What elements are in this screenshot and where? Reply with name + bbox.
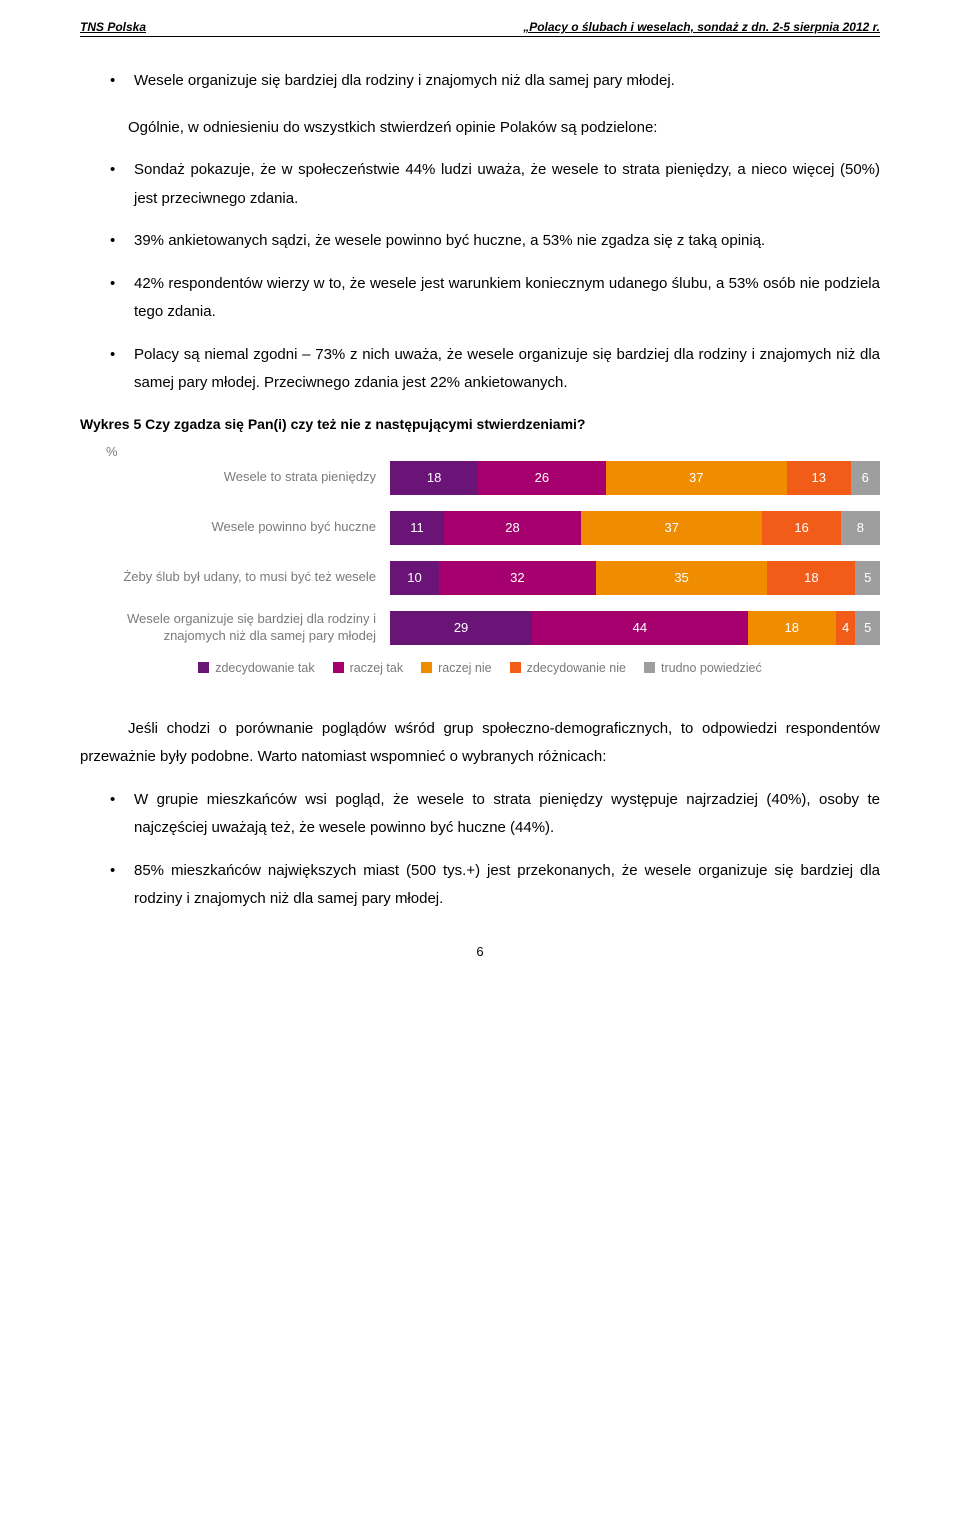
chart-segment: 37 [606,461,787,495]
legend-label: zdecydowanie tak [215,661,314,675]
chart-row: Żeby ślub był udany, to musi być też wes… [80,561,880,595]
chart-segment: 44 [532,611,748,645]
header-left: TNS Polska [80,20,146,34]
bullet-item: Polacy są niemal zgodni – 73% z nich uwa… [110,341,880,398]
chart-bar: 103235185 [390,561,880,595]
intro-paragraph: Ogólnie, w odniesieniu do wszystkich stw… [80,114,880,143]
main-bullet-list: Sondaż pokazuje, że w społeczeństwie 44%… [80,156,880,398]
chart-row: Wesele powinno być huczne112837168 [80,511,880,545]
legend-label: raczej nie [438,661,492,675]
chart-row: Wesele to strata pieniędzy182637136 [80,461,880,495]
chart-legend: zdecydowanie tak raczej tak raczej nie zdec… [80,661,880,675]
legend-swatch [510,662,521,673]
stacked-bar-chart: % Wesele to strata pieniędzy182637136Wes… [80,444,880,645]
bullet-item: 85% mieszkańców największych miast (500 … [110,857,880,914]
bullet-item: 42% respondentów wierzy w to, że wesele … [110,270,880,327]
chart-bar: 29441845 [390,611,880,645]
closing-paragraph: Jeśli chodzi o porównanie poglądów wśród… [80,715,880,772]
top-bullet-list: Wesele organizuje się bardziej dla rodzi… [80,67,880,96]
chart-segment: 29 [390,611,532,645]
chart-segment: 6 [851,461,880,495]
chart-bar: 182637136 [390,461,880,495]
header-right: „Polacy o ślubach i weselach, sondaż z d… [523,20,880,34]
legend-swatch [333,662,344,673]
legend-item: raczej nie [421,661,492,675]
bullet-item: Wesele organizuje się bardziej dla rodzi… [110,67,880,96]
chart-segment: 8 [841,511,880,545]
closing-bullet-list: W grupie mieszkańców wsi pogląd, że wese… [80,786,880,914]
chart-segment: 18 [748,611,836,645]
chart-segment: 13 [787,461,851,495]
legend-label: raczej tak [350,661,404,675]
legend-swatch [198,662,209,673]
legend-item: zdecydowanie nie [510,661,626,675]
chart-segment: 5 [855,611,880,645]
legend-item: trudno powiedzieć [644,661,762,675]
chart-segment: 10 [390,561,439,595]
legend-swatch [644,662,655,673]
legend-item: raczej tak [333,661,404,675]
chart-row-label: Wesele powinno być huczne [80,519,390,536]
chart-bar: 112837168 [390,511,880,545]
legend-label: zdecydowanie nie [527,661,626,675]
chart-segment: 35 [596,561,768,595]
legend-label: trudno powiedzieć [661,661,762,675]
page-header: TNS Polska „Polacy o ślubach i weselach,… [80,20,880,37]
legend-swatch [421,662,432,673]
chart-segment: 18 [390,461,478,495]
chart-row-label: Wesele organizuje się bardziej dla rodzi… [80,611,390,645]
percent-symbol: % [98,444,880,461]
page-number: 6 [80,944,880,959]
legend-item: zdecydowanie tak [198,661,314,675]
bullet-item: Sondaż pokazuje, że w społeczeństwie 44%… [110,156,880,213]
chart-segment: 32 [439,561,596,595]
bullet-item: W grupie mieszkańców wsi pogląd, że wese… [110,786,880,843]
chart-title: Wykres 5 Czy zgadza się Pan(i) czy też n… [80,416,880,432]
chart-segment: 26 [478,461,605,495]
bullet-item: 39% ankietowanych sądzi, że wesele powin… [110,227,880,256]
chart-segment: 16 [762,511,840,545]
chart-segment: 4 [836,611,856,645]
chart-segment: 37 [581,511,762,545]
chart-row: Wesele organizuje się bardziej dla rodzi… [80,611,880,645]
chart-row-label: Wesele to strata pieniędzy [80,469,390,486]
chart-segment: 18 [767,561,855,595]
page-container: TNS Polska „Polacy o ślubach i weselach,… [0,0,960,989]
chart-segment: 5 [855,561,880,595]
chart-segment: 11 [390,511,444,545]
chart-segment: 28 [444,511,581,545]
chart-row-label: Żeby ślub był udany, to musi być też wes… [80,569,390,586]
